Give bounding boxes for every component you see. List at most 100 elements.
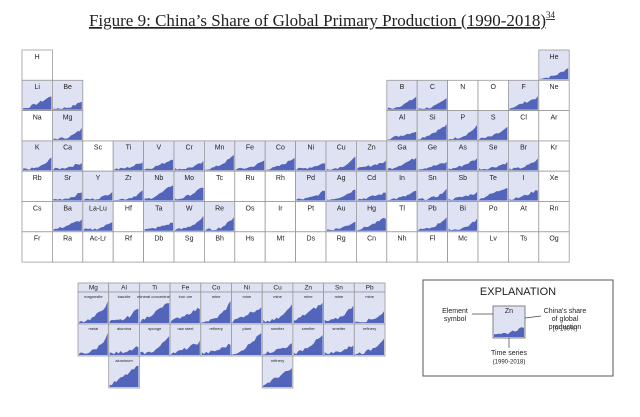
element-cell	[538, 110, 570, 142]
element-symbol: Fl	[429, 236, 435, 243]
element-symbol: Ag	[337, 175, 346, 182]
mini-chart	[448, 158, 477, 171]
process-stage: magnesite	[84, 294, 103, 299]
mini-chart	[201, 343, 231, 355]
element-symbol: Rh	[276, 175, 285, 182]
process-element: Cu	[273, 285, 282, 292]
element-symbol: Nb	[154, 175, 163, 182]
element-symbol: Ac-Lr	[90, 236, 107, 243]
element-cell	[112, 201, 144, 233]
mini-chart	[296, 163, 325, 171]
element-symbol: Pt	[307, 205, 314, 212]
element-symbol: Si	[429, 114, 436, 121]
mini-chart	[83, 222, 113, 231]
element-symbol: Tc	[216, 175, 224, 182]
element-symbol: Y	[96, 175, 101, 182]
element-symbol: Ar	[551, 114, 559, 121]
process-stage: smelter	[302, 326, 316, 331]
mini-chart	[23, 96, 52, 110]
process-stage: refinery	[363, 326, 376, 331]
mini-chart	[418, 124, 447, 140]
element-cell	[82, 140, 114, 172]
explanation-label: Element symbol	[442, 308, 468, 323]
element-cell	[447, 231, 479, 263]
element-symbol: La-Lu	[89, 205, 107, 212]
mini-chart	[387, 96, 417, 110]
explanation-time: Time series	[491, 350, 527, 357]
mini-chart	[171, 307, 200, 323]
element-cell	[295, 231, 327, 263]
mini-chart	[387, 157, 417, 171]
element-symbol: V	[156, 145, 161, 152]
element-symbol: Rb	[33, 175, 42, 182]
mini-chart	[140, 303, 170, 323]
mini-chart	[263, 368, 292, 387]
element-symbol: P	[460, 114, 465, 121]
mini-chart	[494, 327, 524, 337]
mini-chart	[324, 345, 354, 355]
mini-chart	[327, 156, 356, 171]
element-cell	[264, 170, 297, 202]
process-element: Mg	[89, 285, 98, 292]
process-stage: smelter	[271, 326, 285, 331]
mini-chart	[171, 340, 200, 355]
label-line: symbol	[444, 316, 467, 323]
element-symbol: Ru	[246, 175, 255, 182]
process-stage: mine	[335, 294, 344, 299]
element-symbol: Mn	[215, 145, 225, 152]
mini-chart	[479, 161, 508, 171]
element-symbol: Mg	[63, 114, 73, 121]
element-symbol: Ta	[155, 205, 163, 212]
element-symbol: Br	[520, 145, 528, 152]
element-symbol: Cu	[337, 145, 346, 152]
process-element: Fe	[182, 285, 190, 292]
label-line: China's share	[544, 308, 587, 315]
element-symbol: B	[400, 84, 405, 91]
element-symbol: N	[460, 84, 465, 91]
element-cell	[325, 231, 357, 263]
element-symbol: As	[459, 145, 468, 152]
element-symbol: Rf	[125, 236, 132, 243]
mini-chart	[83, 192, 113, 201]
process-element: Pb	[366, 285, 374, 292]
sample-symbol: Zn	[505, 308, 513, 315]
mini-chart	[205, 154, 234, 171]
process-stage: mine	[304, 294, 313, 299]
process-stage: plant	[243, 326, 253, 331]
element-cell	[538, 231, 570, 263]
element-symbol: Bh	[215, 236, 224, 243]
element-symbol: Re	[215, 205, 224, 212]
element-cell	[264, 231, 297, 263]
mini-chart	[140, 336, 170, 355]
label-line: Element	[442, 308, 468, 315]
element-cell	[21, 231, 53, 263]
element-symbol: Ge	[428, 145, 437, 152]
mini-chart	[355, 338, 384, 355]
mini-chart	[109, 365, 139, 387]
element-symbol: Au	[337, 205, 346, 212]
mini-chart	[53, 101, 82, 110]
element-cell	[507, 231, 540, 263]
mini-chart	[418, 98, 447, 110]
explanation-title: EXPLANATION	[480, 286, 556, 298]
element-symbol: Rn	[550, 205, 559, 212]
element-symbol: Lv	[489, 236, 497, 243]
element-cell	[477, 231, 509, 263]
element-symbol: Zn	[368, 145, 376, 152]
element-symbol: Cs	[33, 205, 42, 212]
process-element: Ti	[152, 285, 157, 292]
explanation-range: (0-100%)	[553, 327, 578, 333]
process-element: Sn	[335, 285, 343, 292]
element-symbol: Co	[276, 145, 285, 152]
mini-chart	[387, 190, 417, 201]
element-symbol: Ni	[307, 145, 314, 152]
element-symbol: Mt	[277, 236, 285, 243]
element-symbol: K	[35, 145, 40, 152]
element-symbol: Db	[154, 236, 163, 243]
process-stage: refinery	[271, 358, 284, 363]
element-symbol: W	[186, 205, 193, 212]
element-symbol: Xe	[550, 175, 559, 182]
mini-chart	[293, 335, 323, 355]
element-cell	[234, 170, 266, 202]
